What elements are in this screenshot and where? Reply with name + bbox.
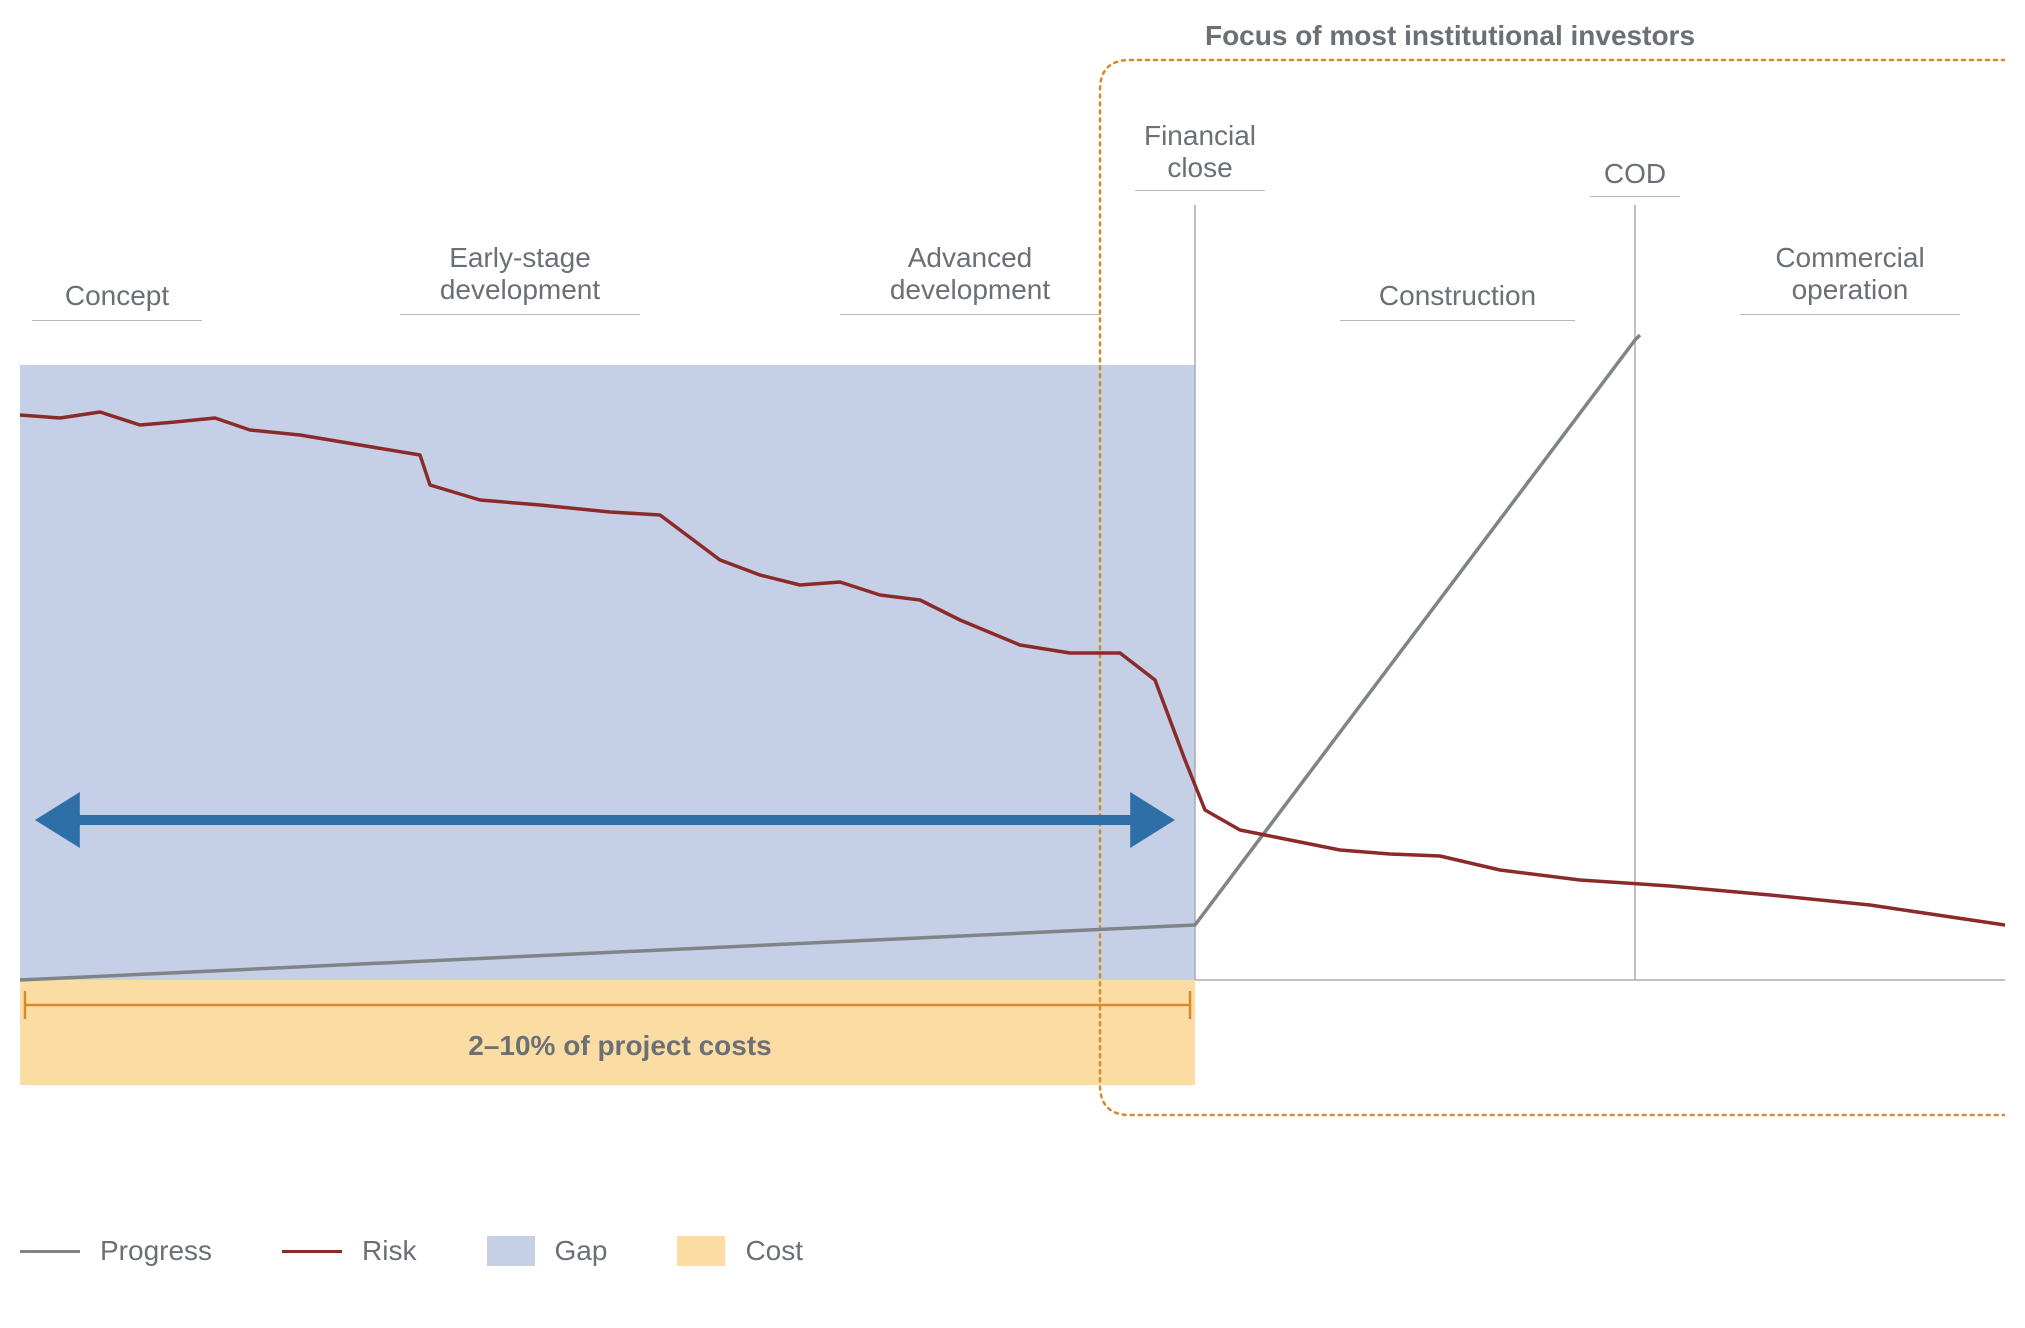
phase-label: Concept: [32, 280, 202, 321]
legend-label: Risk: [362, 1235, 416, 1267]
legend-swatch-icon: [487, 1236, 535, 1266]
legend-label: Gap: [555, 1235, 608, 1267]
legend-swatch-icon: [677, 1236, 725, 1266]
legend-line-icon: [282, 1250, 342, 1253]
legend-line-icon: [20, 1250, 80, 1253]
chart-svg: [20, 20, 2005, 1308]
legend-label: Progress: [100, 1235, 212, 1267]
milestone-label: Financialclose: [1135, 120, 1265, 191]
phase-label: Construction: [1340, 280, 1575, 321]
phase-label: Commercialoperation: [1740, 242, 1960, 315]
milestone-label: COD: [1590, 158, 1680, 197]
legend-item: Gap: [487, 1235, 608, 1267]
legend-item: Risk: [282, 1235, 416, 1267]
legend-item: Progress: [20, 1235, 212, 1267]
legend-label: Cost: [745, 1235, 803, 1267]
phase-label: Early-stagedevelopment: [400, 242, 640, 315]
chart-container: Focus of most institutional investors Co…: [20, 20, 2005, 1308]
cost-bracket-label: 2–10% of project costs: [370, 1030, 870, 1062]
legend-item: Cost: [677, 1235, 803, 1267]
legend: Progress Risk Gap Cost: [20, 1235, 803, 1267]
phase-label: Advanceddevelopment: [840, 242, 1100, 315]
focus-label: Focus of most institutional investors: [1100, 20, 1800, 52]
